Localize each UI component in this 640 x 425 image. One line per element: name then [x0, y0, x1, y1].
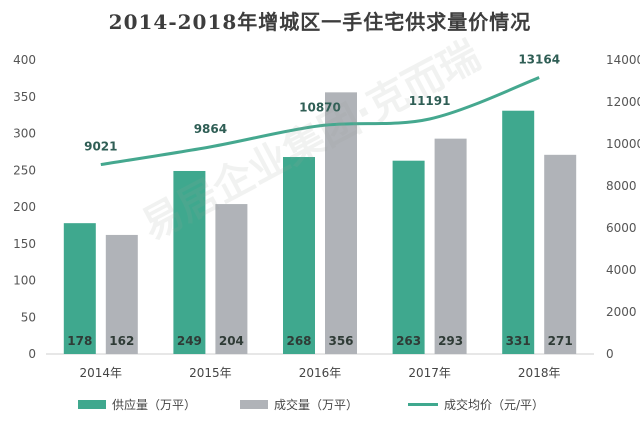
legend-item-sold: 成交量（万平）	[240, 396, 358, 413]
legend-label-supply: 供应量（万平）	[112, 398, 197, 412]
bar-sold	[105, 234, 138, 354]
bar-label-sold: 356	[328, 334, 353, 348]
y-right-tick-label: 4000	[606, 263, 637, 277]
price-label: 11191	[409, 94, 451, 108]
bar-supply	[63, 223, 96, 354]
legend-item-price: 成交均价（元/平）	[408, 396, 544, 413]
bar-label-sold: 204	[219, 334, 244, 348]
y-left-tick-label: 100	[13, 274, 36, 288]
y-right-tick-label: 12000	[606, 95, 640, 109]
legend-item-supply: 供应量（万平）	[78, 396, 196, 413]
y-left-tick-label: 200	[13, 200, 36, 214]
y-right-tick-label: 14000	[606, 53, 640, 67]
bar-label-supply: 263	[396, 334, 421, 348]
bar-label-sold: 271	[548, 334, 573, 348]
x-tick-label: 2014年	[80, 366, 123, 380]
bar-label-sold: 162	[109, 334, 134, 348]
y-left-tick-label: 0	[28, 347, 36, 361]
x-tick-label: 2015年	[189, 366, 232, 380]
legend-label-sold: 成交量（万平）	[274, 398, 359, 412]
legend-label-price: 成交均价（元/平）	[444, 398, 545, 412]
y-right-tick-label: 8000	[606, 179, 637, 193]
bar-sold	[434, 138, 467, 354]
bar-sold	[544, 154, 577, 354]
bar-supply	[502, 110, 535, 354]
y-left-tick-label: 150	[13, 237, 36, 251]
price-label: 10870	[299, 101, 341, 115]
y-right-tick-label: 2000	[606, 305, 637, 319]
bar-sold	[215, 204, 248, 354]
y-left-tick-label: 400	[13, 53, 36, 67]
bar-label-supply: 331	[506, 334, 531, 348]
bar-label-supply: 268	[286, 334, 311, 348]
price-label: 9864	[194, 122, 227, 136]
y-right-tick-label: 6000	[606, 221, 637, 235]
x-tick-label: 2016年	[299, 366, 342, 380]
chart-title: 2014-2018年增城区一手住宅供求量价情况	[108, 10, 532, 34]
bar-label-sold: 293	[438, 334, 463, 348]
chart-legend: 供应量（万平） 成交量（万平） 成交均价（元/平）	[0, 396, 640, 416]
bar-supply	[392, 160, 425, 354]
legend-swatch-price	[408, 403, 438, 406]
bar-label-supply: 178	[67, 334, 92, 348]
bar-supply	[283, 157, 315, 354]
y-left-tick-label: 50	[21, 310, 36, 324]
line-avg-price	[100, 76, 540, 167]
x-tick-label: 2017年	[408, 366, 451, 380]
bar-supply	[173, 170, 206, 354]
price-label: 13164	[518, 53, 560, 67]
y-right-tick-label: 10000	[606, 137, 640, 151]
y-left-tick-label: 350	[13, 90, 36, 104]
y-left-tick-label: 300	[13, 127, 36, 141]
y-right-tick-label: 0	[606, 347, 614, 361]
y-left-tick-label: 250	[13, 163, 36, 177]
legend-swatch-supply	[78, 400, 106, 409]
bar-label-supply: 249	[177, 334, 202, 348]
legend-swatch-sold	[240, 400, 268, 409]
bar-sold	[325, 92, 357, 354]
price-label: 9021	[84, 140, 117, 154]
x-tick-label: 2018年	[518, 366, 561, 380]
